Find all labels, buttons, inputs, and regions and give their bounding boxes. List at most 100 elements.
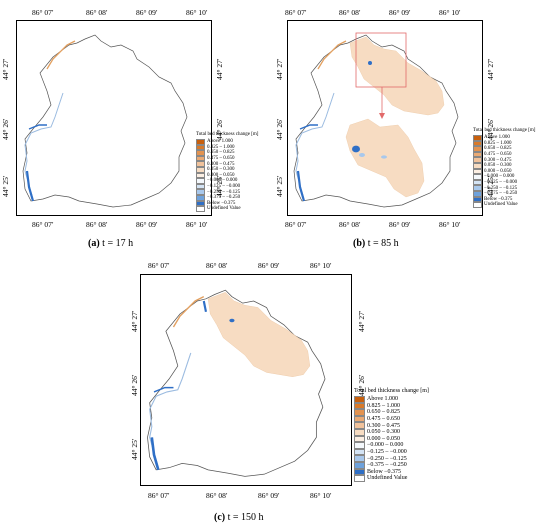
y-tick-left: 44° 25′: [275, 175, 284, 197]
river-channel: [149, 352, 192, 468]
legend-item: −0.375 – −0.250: [196, 194, 258, 201]
legend-label: Above 1.000: [484, 135, 510, 141]
y-tick-left: 44° 26′: [1, 118, 10, 140]
legend-item: −0.250 – −0.125: [196, 189, 258, 195]
legend-label: −0.250 – −0.125: [367, 455, 407, 462]
legend-label: −0.000 – 0.000: [207, 178, 238, 184]
legend-item: Above 1.000: [473, 135, 535, 141]
zoom-arrow-head: [379, 113, 385, 119]
legend-label: 0.300 – 0.475: [367, 422, 400, 429]
legend-label: Undefined Value: [207, 206, 241, 212]
legend-label: 0.050 – 0.300: [207, 167, 235, 173]
river-channel: [46, 40, 76, 70]
x-tick-bottom: 86° 07′: [285, 220, 307, 229]
legend-item: 0.650 – 0.825: [196, 150, 258, 156]
legend-label: 0.300 – 0.475: [484, 157, 512, 163]
legend-label: 0.475 – 0.650: [484, 152, 512, 158]
legend-item: −0.375 – −0.250: [354, 461, 429, 469]
legend-item: Above 1.000: [354, 396, 429, 403]
map-canvas: [22, 34, 188, 208]
legend-swatch: [354, 442, 365, 449]
legend-item: 0.825 – 1.000: [473, 140, 535, 147]
legend-item: −0.125 – −0.000: [354, 448, 429, 456]
legend-item: Undefined Value: [354, 475, 429, 482]
legend: Total bed thickness change [m] Above 1.0…: [196, 132, 258, 212]
map-canvas: [147, 289, 326, 477]
panel-a: 86° 07′ 86° 08′ 86° 09′ 86° 10′ 44° 27′ …: [0, 0, 275, 260]
legend: Total bed thickness change [m] Above 1.0…: [473, 128, 535, 208]
x-tick-bottom: 86° 09′: [258, 491, 280, 500]
legend-swatch: [354, 396, 365, 403]
legend-item: −0.000 – 0.000: [473, 174, 535, 180]
legend-swatch: [196, 183, 205, 190]
y-tick-left: 44° 25′: [130, 438, 139, 460]
legend-item: Above 1.000: [196, 139, 258, 145]
legend-label: −0.250 – −0.125: [484, 185, 518, 191]
legend-swatch: [473, 151, 482, 158]
erosion-spot: [202, 300, 208, 313]
legend-swatch: [196, 200, 205, 207]
legend-label: 0.000 – 0.050: [207, 172, 235, 178]
erosion-zone: [150, 437, 160, 471]
legend-swatch: [473, 196, 482, 203]
river-channel: [295, 92, 335, 200]
x-tick-bottom: 86° 10′: [186, 220, 208, 229]
legend-title: Total bed thickness change [m]: [473, 128, 536, 133]
legend-item: 0.050 – 0.300: [354, 428, 429, 436]
legend-item: 0.300 – 0.475: [473, 157, 535, 163]
legend-swatch: [196, 161, 205, 167]
map-frame: [140, 274, 352, 486]
legend-rows: Above 1.000 0.825 – 1.000 0.650 – 0.825 0.4…: [473, 135, 535, 208]
legend-item: 0.650 – 0.825: [473, 146, 535, 152]
x-tick-bottom: 86° 08′: [206, 491, 228, 500]
legend-label: −0.250 – −0.125: [207, 189, 241, 195]
legend-item: Below −0.375: [196, 200, 258, 207]
zoom-box: [355, 32, 407, 88]
legend-swatch: [473, 179, 482, 186]
legend-label: −0.125 – −0.000: [207, 184, 241, 190]
legend-label: 0.825 – 1.000: [367, 402, 400, 409]
legend-item: −0.375 – −0.250: [473, 190, 535, 197]
x-tick-top: 86° 09′: [136, 8, 158, 17]
legend-swatch: [196, 166, 205, 173]
legend-label: 0.300 – 0.475: [207, 161, 235, 167]
legend-label: −0.375 – −0.250: [207, 195, 241, 201]
legend-item: −0.125 – −0.000: [473, 179, 535, 186]
legend-swatch: [196, 189, 205, 195]
legend-label: Undefined Value: [484, 202, 518, 208]
legend-item: Below −0.375: [354, 468, 429, 476]
legend-swatch: [473, 185, 482, 191]
x-tick-bottom: 86° 09′: [136, 220, 158, 229]
legend-label: Below −0.375: [484, 196, 513, 202]
legend-label: Below −0.375: [207, 200, 236, 206]
legend-swatch: [473, 202, 482, 208]
legend-swatch: [473, 157, 482, 163]
legend-swatch: [196, 150, 205, 156]
legend-label: 0.050 – 0.300: [367, 429, 400, 436]
legend-title: Total bed thickness change [m]: [196, 132, 259, 137]
x-tick-bottom: 86° 08′: [339, 220, 361, 229]
legend-label: −0.375 – −0.250: [367, 462, 407, 469]
legend-label: 0.650 – 0.825: [484, 146, 512, 152]
x-tick-top: 86° 09′: [389, 8, 411, 17]
river-channel: [24, 92, 64, 200]
legend-swatch: [473, 135, 482, 141]
erosion-spot: [381, 155, 387, 159]
legend-label: 0.050 – 0.300: [484, 163, 512, 169]
legend-swatch: [473, 174, 482, 180]
x-tick-top: 86° 07′: [32, 8, 54, 17]
y-tick-right: 44° 27′: [486, 58, 495, 80]
y-tick-left: 44° 27′: [1, 58, 10, 80]
erosion-spot: [359, 153, 365, 157]
legend-swatch: [196, 139, 205, 145]
deposition-zone: [349, 36, 445, 116]
legend-item: 0.050 – 0.300: [196, 166, 258, 173]
x-tick-bottom: 86° 10′: [439, 220, 461, 229]
legend-swatch: [354, 428, 365, 436]
legend-item: 0.300 – 0.475: [196, 161, 258, 167]
legend-swatch: [473, 162, 482, 169]
x-tick-bottom: 86° 07′: [148, 491, 170, 500]
legend-item: 0.825 – 1.000: [354, 402, 429, 410]
x-tick-bottom: 86° 09′: [389, 220, 411, 229]
legend-label: 0.650 – 0.825: [367, 409, 400, 416]
